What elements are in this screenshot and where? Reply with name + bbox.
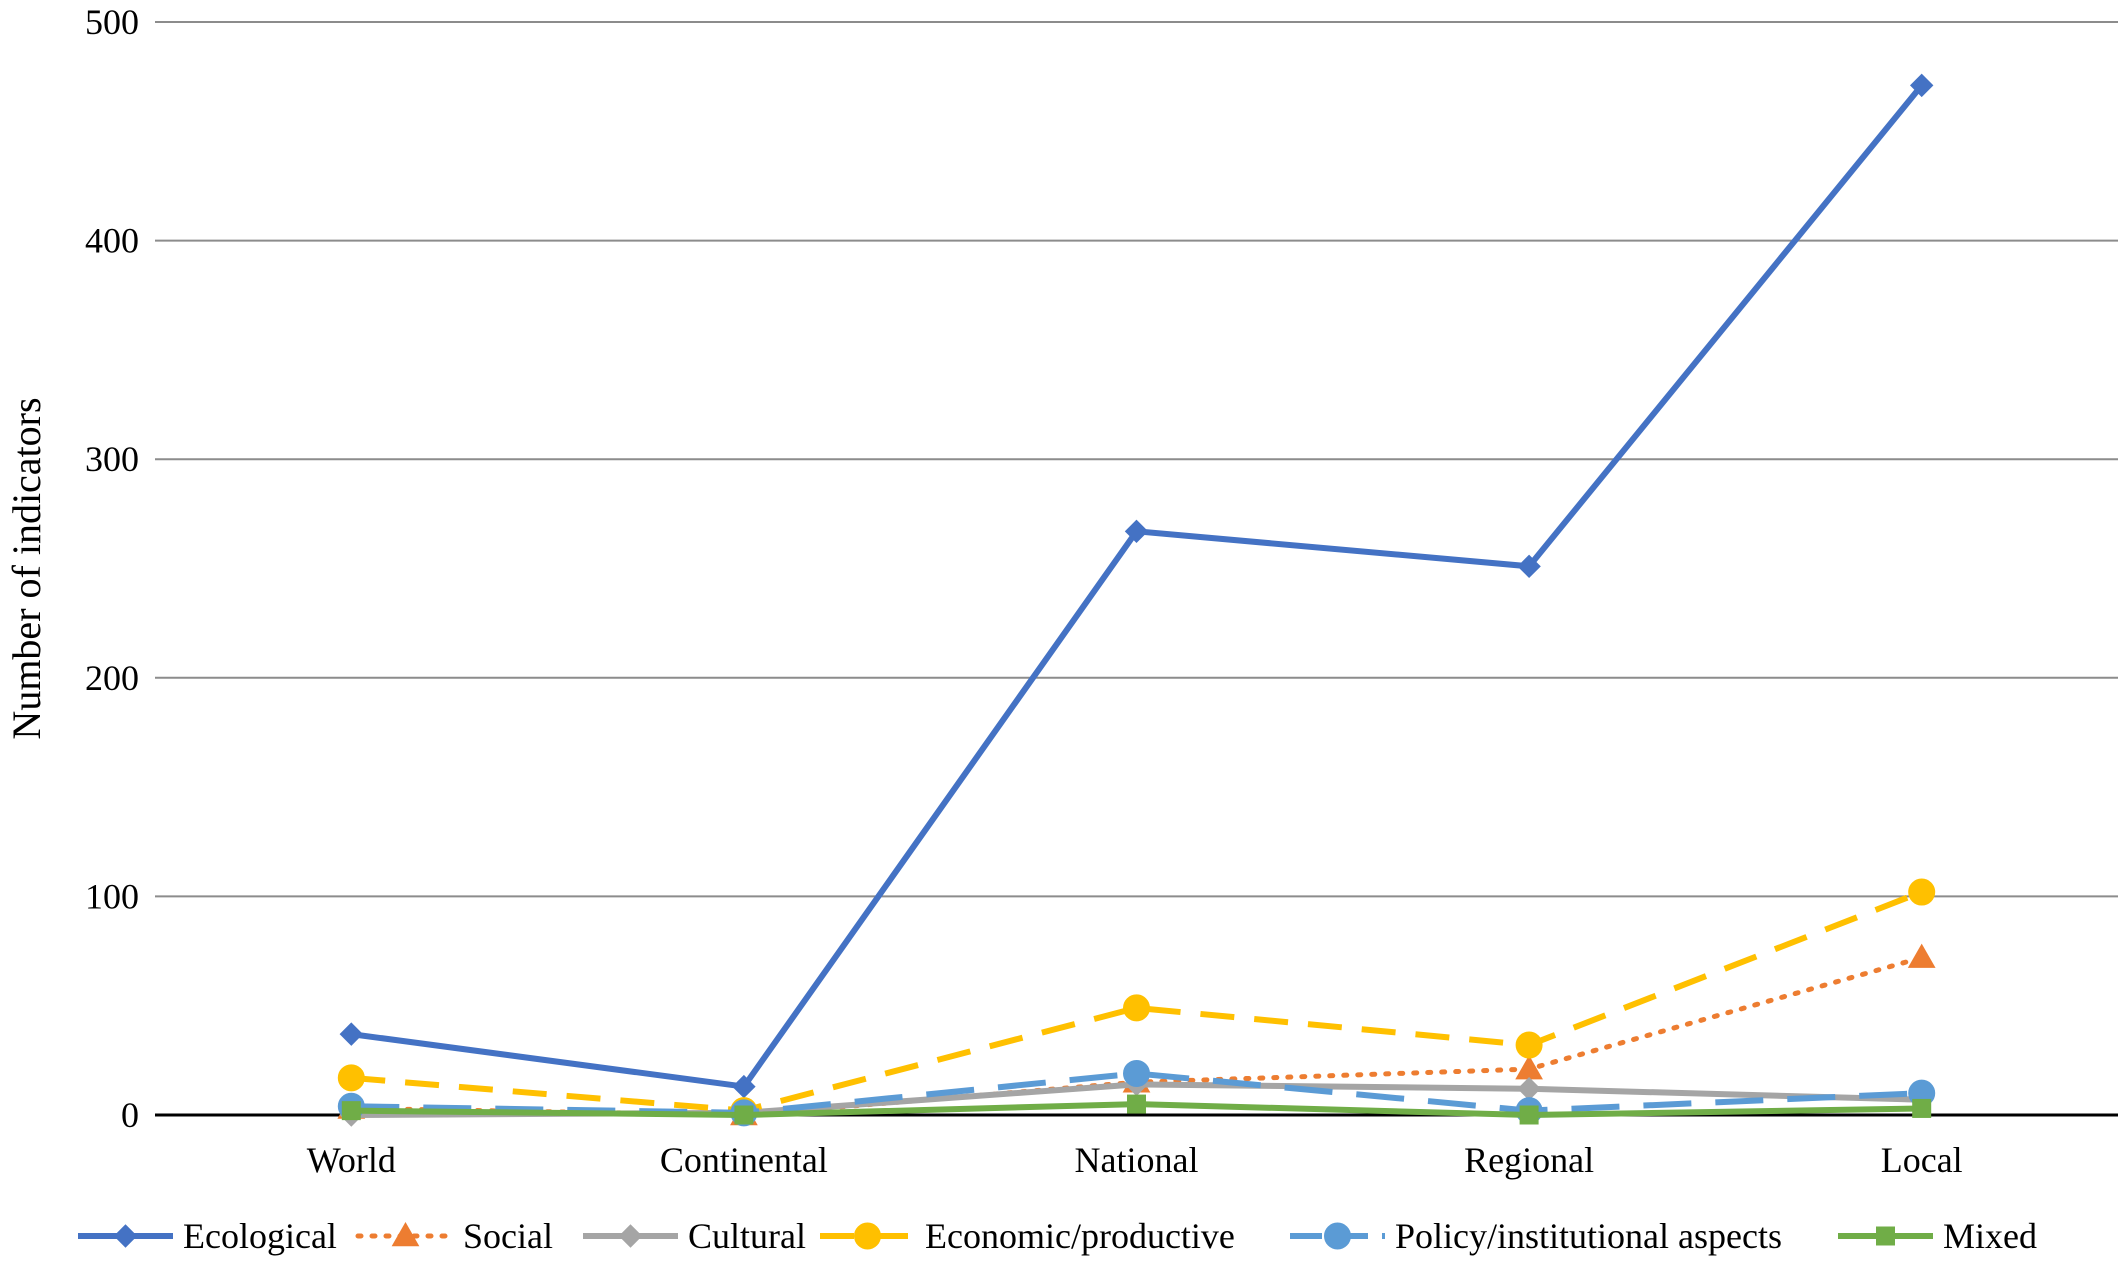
x-tick-label: Continental [660, 1140, 828, 1180]
series-ecological [339, 73, 1934, 1099]
data-point-ecological [339, 1022, 364, 1046]
data-point-mixed [1912, 1098, 1932, 1118]
data-point-mixed [1519, 1105, 1539, 1125]
data-point-ecological [1517, 554, 1541, 579]
data-point-mixed [734, 1105, 754, 1125]
legend-label: Mixed [1943, 1216, 2037, 1256]
legend-item-social: Social [355, 1216, 553, 1256]
gridlines [155, 21, 2118, 898]
series-mixed [341, 1094, 1932, 1125]
data-point-economic-productive [1123, 994, 1150, 1022]
x-tick-label: Local [1881, 1140, 1963, 1180]
x-tick-label: Regional [1464, 1140, 1594, 1180]
legend-swatch-marker [854, 1222, 881, 1250]
data-point-ecological [1909, 73, 1934, 98]
data-point-economic-productive [1515, 1031, 1543, 1059]
axes: 0 100 200 300 400 500 World Continental National… [4, 2, 2118, 1180]
series-lines [337, 73, 1936, 1127]
data-point-mixed [341, 1101, 361, 1121]
y-tick-label: 400 [85, 221, 139, 261]
legend-item-policy-institutional-aspects: Policy/institutional aspects [1290, 1216, 1782, 1256]
data-point-cultural [1517, 1077, 1541, 1101]
data-point-economic-productive [337, 1064, 365, 1092]
y-tick-label: 200 [85, 658, 139, 698]
y-tick-label: 300 [85, 439, 139, 479]
legend-item-economic-productive: Economic/productive [820, 1216, 1235, 1256]
series-line-ecological [350, 83, 1925, 1090]
legend-item-cultural: Cultural [583, 1216, 806, 1256]
y-tick-label: 500 [85, 2, 139, 42]
legend-swatch-marker [1876, 1226, 1895, 1246]
legend-item-mixed: Mixed [1838, 1216, 2037, 1256]
legend-label: Policy/institutional aspects [1395, 1216, 1782, 1256]
x-tick-label: National [1075, 1140, 1199, 1180]
y-axis-title: Number of indicators [4, 397, 49, 739]
y-tick-label: 0 [121, 1095, 139, 1135]
legend-label: Economic/productive [925, 1216, 1235, 1256]
legend-label: Social [463, 1216, 553, 1256]
data-point-social [1907, 943, 1936, 968]
legend-swatch-marker [113, 1224, 138, 1248]
legend-swatch-marker [391, 1221, 420, 1247]
legend-label: Ecological [183, 1216, 337, 1256]
data-point-economic-productive [1908, 878, 1936, 906]
legend-item-ecological: Ecological [78, 1216, 337, 1256]
data-point-policy-institutional-aspects [1123, 1059, 1150, 1087]
y-tick-label: 100 [85, 876, 139, 916]
data-point-mixed [1127, 1094, 1146, 1114]
legend: Ecological Social Cultural Economic/product… [78, 1216, 2037, 1256]
legend-label: Cultural [688, 1216, 806, 1256]
legend-swatch-marker [1324, 1222, 1351, 1250]
x-tick-label: World [307, 1140, 396, 1180]
data-point-ecological [1124, 519, 1149, 544]
legend-swatch-marker [618, 1224, 643, 1248]
